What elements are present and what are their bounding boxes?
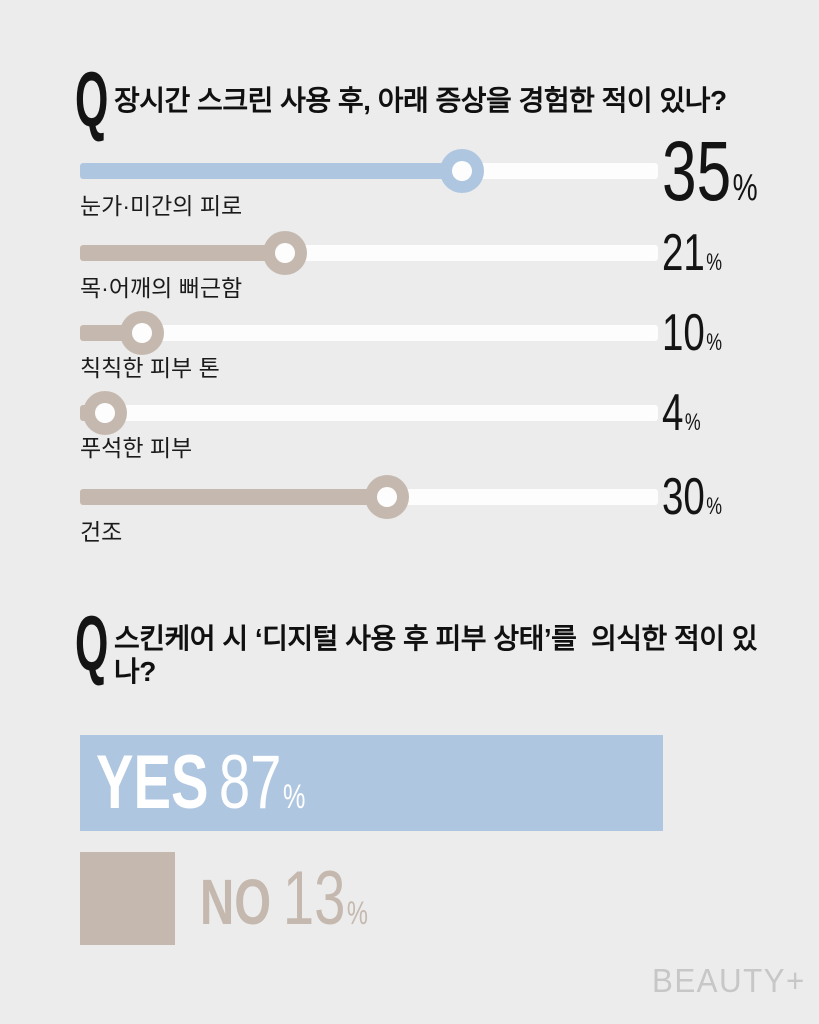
question1-text: 장시간 스크린 사용 후, 아래 증상을 경험한 적이 있나?: [114, 85, 727, 116]
slider-label: 눈가·미간의 피로: [80, 193, 243, 219]
slider-track: [80, 231, 658, 275]
slider-fill: [80, 163, 463, 179]
slider-knob: [82, 391, 127, 435]
yes-label: YES: [96, 740, 209, 825]
no-label: NO: [200, 865, 272, 938]
slider-knob: [263, 231, 308, 275]
slider-value: 30 %: [662, 471, 722, 523]
slider-value: 35 %: [662, 129, 758, 213]
no-value-number: 13: [282, 855, 346, 941]
slider-label: 목·어깨의 뻐근함: [80, 275, 243, 301]
slider-value: 10 %: [662, 307, 722, 359]
symptom-row: 칙칙한 피부 톤 10 %: [80, 307, 722, 381]
percent-sign: %: [346, 894, 368, 931]
slider-value: 21 %: [662, 227, 722, 279]
slider-value-number: 30: [662, 468, 705, 526]
percent-sign: %: [706, 493, 723, 520]
slider-label: 건조: [80, 519, 123, 545]
symptom-row: 눈가·미간의 피로 35 %: [80, 129, 758, 219]
percent-sign: %: [282, 778, 306, 816]
slider-fill: [80, 245, 286, 261]
no-swatch: [80, 852, 175, 945]
slider-label: 푸석한 피부: [80, 435, 193, 461]
slider-knob: [364, 475, 409, 519]
slider-value-number: 21: [662, 224, 705, 282]
percent-sign: %: [706, 249, 723, 276]
slider-track: [80, 475, 658, 519]
question2-q-mark: Q: [75, 599, 109, 687]
slider-track: [80, 311, 658, 355]
symptom-row: 푸석한 피부 4 %: [80, 387, 701, 461]
symptom-row: 목·어깨의 뻐근함 21 %: [80, 227, 722, 301]
slider-label: 칙칙한 피부 톤: [80, 355, 220, 381]
no-answer-text: NO 13 %: [200, 855, 368, 941]
question1-q-mark: Q: [75, 55, 109, 143]
slider-track: [80, 149, 658, 193]
slider-knob: [119, 311, 164, 355]
slider-value-number: 35: [662, 124, 732, 218]
slider-value-number: 4: [662, 384, 684, 442]
symptom-row: 건조 30 %: [80, 471, 722, 545]
percent-sign: %: [732, 167, 758, 209]
slider-value: 4 %: [662, 387, 701, 439]
percent-sign: %: [706, 329, 723, 356]
yes-value-number: 87: [218, 740, 282, 825]
percent-sign: %: [684, 409, 701, 436]
slider-value-number: 10: [662, 304, 705, 362]
slider-knob: [440, 149, 485, 193]
yes-answer-text: YES 87 %: [96, 745, 305, 821]
slider-track: [80, 391, 658, 435]
yes-bar: YES 87 %: [80, 735, 663, 831]
no-answer: NO 13 %: [200, 852, 427, 945]
question2-text: 스킨케어 시 ‘디지털 사용 후 피부 상태’를 의식한 적이 있나?: [114, 623, 758, 687]
slider-fill: [80, 489, 387, 505]
brand-logo: BEAUTY+: [652, 962, 806, 999]
